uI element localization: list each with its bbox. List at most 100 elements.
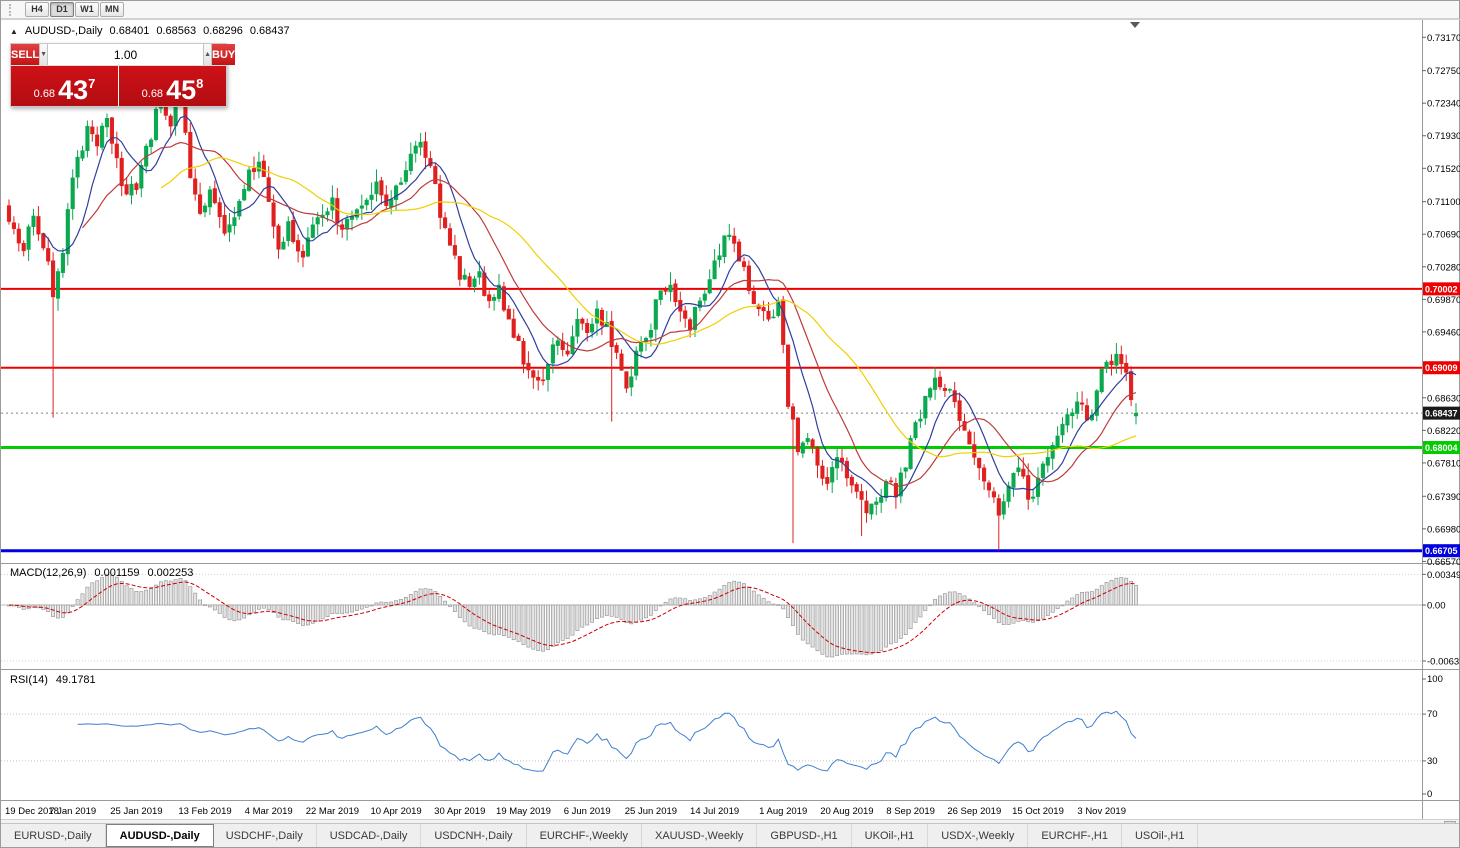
- svg-text:0.71520: 0.71520: [1427, 164, 1460, 175]
- price-axis[interactable]: 0.73170 0.72750 0.72340 0.71930 0.71520 0.711…: [1422, 33, 1460, 568]
- svg-text:0.68004: 0.68004: [1425, 443, 1458, 453]
- sell-price-pip: 7: [88, 76, 96, 91]
- svg-text:0.70690: 0.70690: [1427, 230, 1460, 241]
- svg-text:22 Mar 2019: 22 Mar 2019: [306, 806, 359, 817]
- ohlc-high: 0.68563: [156, 25, 197, 37]
- svg-text:0.67390: 0.67390: [1427, 492, 1460, 503]
- svg-text:0.71100: 0.71100: [1427, 197, 1460, 208]
- svg-text:6 Jun 2019: 6 Jun 2019: [564, 806, 611, 817]
- volume-increase-icon[interactable]: ▲: [203, 44, 212, 65]
- sell-button[interactable]: SELL: [11, 44, 40, 65]
- svg-text:0.66980: 0.66980: [1427, 524, 1460, 535]
- chart-tab-EURUSD-Daily[interactable]: EURUSD-,Daily: [1, 824, 106, 847]
- svg-text:20 Aug 2019: 20 Aug 2019: [820, 806, 873, 817]
- trade-controls-row: SELL ▼ ▲ BUY: [11, 44, 236, 66]
- buy-button[interactable]: BUY: [212, 44, 236, 65]
- chart-tab-GBPUSD-H1[interactable]: GBPUSD-,H1: [757, 824, 852, 847]
- sell-price-prefix: 0.68: [33, 88, 56, 100]
- buy-price-big: 45: [166, 75, 197, 105]
- svg-text:0.69009: 0.69009: [1425, 363, 1458, 373]
- buy-price-pip: 8: [196, 76, 204, 91]
- bottom-tab-bar: EURUSD-,Daily AUDUSD-,Daily USDCHF-,Daily U…: [1, 823, 1459, 847]
- level-price-label: [1423, 441, 1460, 455]
- svg-text:25 Jun 2019: 25 Jun 2019: [625, 806, 677, 817]
- svg-text:0.72750: 0.72750: [1427, 66, 1460, 77]
- svg-text:30 Apr 2019: 30 Apr 2019: [434, 806, 485, 817]
- macd-indicator-label: MACD(12,26,9) 0.001159 0.002253: [10, 567, 193, 579]
- symbol-marker-icon: ▲: [10, 26, 18, 36]
- svg-text:13 Feb 2019: 13 Feb 2019: [178, 806, 231, 817]
- rsi-value: 49.1781: [55, 674, 96, 686]
- sell-price-box[interactable]: 0.68 43 7: [11, 66, 118, 106]
- svg-text:14 Jul 2019: 14 Jul 2019: [690, 806, 739, 817]
- macd-value-main: 0.001159: [94, 567, 140, 579]
- chart-tab-AUDUSD-Daily[interactable]: AUDUSD-,Daily: [105, 824, 214, 847]
- level-price-label: [1423, 544, 1460, 558]
- chart-tab-EURCHF-H1[interactable]: EURCHF-,H1: [1028, 824, 1122, 847]
- svg-text:19 May 2019: 19 May 2019: [496, 806, 551, 817]
- svg-text:0.00: 0.00: [1427, 601, 1446, 612]
- svg-text:0.66705: 0.66705: [1425, 546, 1458, 556]
- svg-text:30: 30: [1427, 756, 1438, 767]
- timeframe-button-D1[interactable]: D1: [50, 2, 74, 17]
- current-price-label: [1423, 406, 1460, 420]
- volume-input[interactable]: [48, 44, 204, 65]
- timeframe-buttons: H4 D1 W1 MN: [25, 2, 125, 17]
- symbol-name: AUDUSD-,Daily: [24, 25, 103, 37]
- rsi-name: RSI(14): [10, 674, 48, 686]
- svg-text:0.69870: 0.69870: [1427, 295, 1460, 306]
- chart-tab-USOil-H1[interactable]: USOil-,H1: [1122, 824, 1199, 847]
- chart-tab-EURCHF-Weekly[interactable]: EURCHF-,Weekly: [527, 824, 642, 847]
- svg-text:0.70280: 0.70280: [1427, 262, 1460, 273]
- ohlc-low: 0.68296: [203, 25, 243, 37]
- level-price-label: [1423, 282, 1460, 296]
- svg-text:0.71930: 0.71930: [1427, 131, 1460, 142]
- moving-average-lines: [42, 115, 1137, 498]
- svg-text:4 Mar 2019: 4 Mar 2019: [245, 806, 293, 817]
- svg-text:0.68220: 0.68220: [1427, 426, 1460, 437]
- level-price-label: [1423, 361, 1460, 375]
- svg-text:8 Sep 2019: 8 Sep 2019: [886, 806, 935, 817]
- svg-text:0.00349: 0.00349: [1427, 570, 1460, 581]
- ohlc-close: 0.68437: [249, 25, 290, 37]
- svg-text:0.73170: 0.73170: [1427, 33, 1460, 44]
- svg-text:0.70002: 0.70002: [1425, 284, 1458, 294]
- svg-text:25 Jan 2019: 25 Jan 2019: [110, 806, 162, 817]
- svg-text:15 Oct 2019: 15 Oct 2019: [1012, 806, 1064, 817]
- svg-text:10 Apr 2019: 10 Apr 2019: [370, 806, 421, 817]
- svg-text:26 Sep 2019: 26 Sep 2019: [947, 806, 1001, 817]
- svg-text:100: 100: [1427, 674, 1443, 685]
- trade-prices-row: 0.68 43 7 0.68 45 8: [11, 66, 226, 106]
- toolbar-grip[interactable]: [9, 3, 13, 16]
- timeframe-button-H4[interactable]: H4: [25, 2, 49, 17]
- chart-tab-USDCAD-Daily[interactable]: USDCAD-,Daily: [317, 824, 422, 847]
- svg-text:0.72340: 0.72340: [1427, 99, 1460, 110]
- one-click-trading-panel: SELL ▼ ▲ BUY 0.68 43 7 0.68 45 8: [10, 43, 236, 107]
- svg-text:19 Dec 2018: 19 Dec 2018: [5, 806, 59, 817]
- timeframe-button-MN[interactable]: MN: [100, 2, 124, 17]
- chart-tab-UKOil-H1[interactable]: UKOil-,H1: [852, 824, 929, 847]
- support-resistance-lines[interactable]: [1, 287, 1422, 553]
- timeframe-button-W1[interactable]: W1: [75, 2, 99, 17]
- svg-text:-0.00637: -0.00637: [1427, 656, 1460, 667]
- candlestick-series: [6, 86, 1139, 551]
- chart-tab-USDCHF-Daily[interactable]: USDCHF-,Daily: [213, 824, 317, 847]
- ohlc-open: 0.68401: [109, 25, 150, 37]
- macd-panel: [1, 573, 1422, 662]
- chart-tab-USDX-Weekly[interactable]: USDX-,Weekly: [928, 824, 1029, 847]
- buy-price-prefix: 0.68: [141, 88, 164, 100]
- svg-text:0.68437: 0.68437: [1425, 409, 1458, 419]
- svg-text:70: 70: [1427, 709, 1438, 720]
- scroll-position-marker-icon: [1130, 22, 1140, 28]
- timeframe-toolbar: H4 D1 W1 MN: [1, 1, 1459, 19]
- buy-price-box[interactable]: 0.68 45 8: [119, 66, 226, 106]
- volume-decrease-icon[interactable]: ▼: [39, 44, 49, 65]
- svg-text:0.68630: 0.68630: [1427, 393, 1460, 404]
- chart-tab-XAUUSD-Weekly[interactable]: XAUUSD-,Weekly: [642, 824, 758, 847]
- svg-text:0.66570: 0.66570: [1427, 557, 1460, 568]
- chart-tab-USDCNH-Daily[interactable]: USDCNH-,Daily: [421, 824, 527, 847]
- macd-value-signal: 0.002253: [147, 567, 194, 579]
